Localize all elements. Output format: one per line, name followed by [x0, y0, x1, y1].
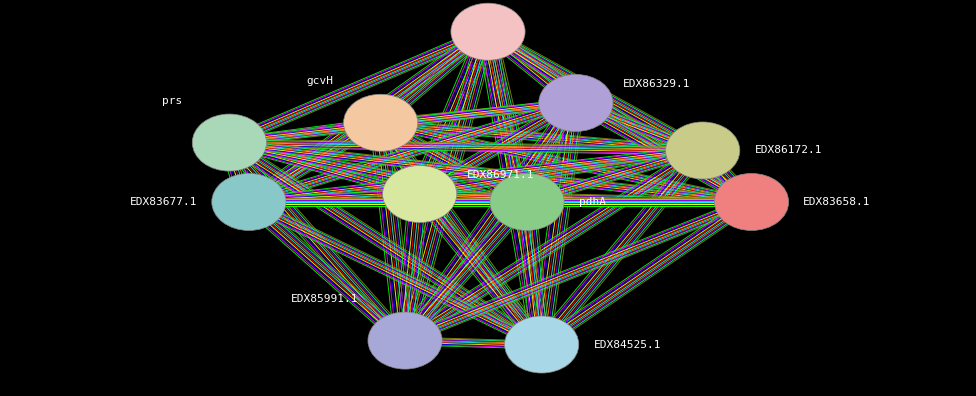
- Ellipse shape: [344, 94, 418, 151]
- Ellipse shape: [714, 173, 789, 230]
- Ellipse shape: [666, 122, 740, 179]
- Text: EDX86329.1: EDX86329.1: [623, 79, 690, 89]
- Text: EDX84525.1: EDX84525.1: [593, 339, 661, 350]
- Ellipse shape: [368, 312, 442, 369]
- Text: EDX83677.1: EDX83677.1: [130, 197, 197, 207]
- Ellipse shape: [490, 173, 564, 230]
- Text: EDX83658.1: EDX83658.1: [803, 197, 871, 207]
- Ellipse shape: [212, 173, 286, 230]
- Text: EDX86971.1: EDX86971.1: [467, 170, 534, 180]
- Text: prs: prs: [162, 96, 183, 106]
- Ellipse shape: [383, 166, 457, 223]
- Ellipse shape: [539, 74, 613, 131]
- Text: gcvH: gcvH: [306, 76, 334, 86]
- Ellipse shape: [192, 114, 266, 171]
- Ellipse shape: [505, 316, 579, 373]
- Text: EDX86172.1: EDX86172.1: [754, 145, 822, 156]
- Text: pdhA: pdhA: [579, 197, 606, 207]
- Text: EDX85991.1: EDX85991.1: [291, 294, 358, 304]
- Ellipse shape: [451, 3, 525, 60]
